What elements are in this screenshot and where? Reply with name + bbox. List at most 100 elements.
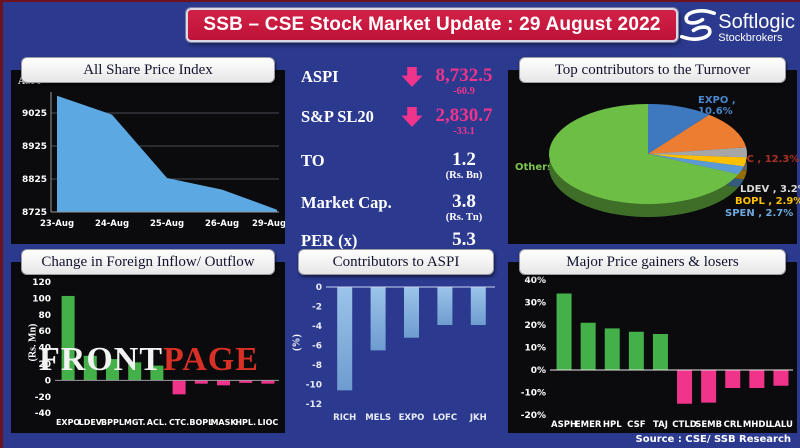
svg-text:CTLD: CTLD xyxy=(672,420,697,430)
report-title: SSB – CSE Stock Market Update : 29 Augus… xyxy=(203,14,661,35)
bar-mask xyxy=(217,380,230,386)
watermark-front: FRONT xyxy=(39,341,163,378)
svg-text:29-Aug: 29-Aug xyxy=(252,219,285,229)
pie-slice-spen xyxy=(648,154,744,175)
svg-text:-40: -40 xyxy=(35,409,51,419)
aspi-contributors-bar-chart: 0 -2 -4 -6 -8 -10 -12 RICH MELS EXPO LOFC JKH xyxy=(291,262,501,433)
svg-text:CSF: CSF xyxy=(627,420,646,430)
svg-text:-10: -10 xyxy=(306,381,322,391)
svg-text:-6: -6 xyxy=(312,342,322,352)
bar-asph xyxy=(556,293,572,370)
pie-slice-bopl xyxy=(648,154,747,167)
svg-text:MASK: MASK xyxy=(210,418,237,427)
panel-title-text: Major Price gainers & losers xyxy=(566,253,739,270)
pie-slice-ldev xyxy=(648,147,747,158)
bar-acl xyxy=(150,365,164,381)
bar-ctc xyxy=(172,380,186,395)
bar-ldev xyxy=(83,355,97,381)
svg-text:40%: 40% xyxy=(524,276,546,286)
report-title-banner: SSB – CSE Stock Market Update : 29 Augus… xyxy=(186,8,678,42)
turnover-pie-chart xyxy=(508,70,797,244)
pie-label-bopl: BOPL , 2.9% xyxy=(735,196,800,207)
svg-text:TAJ: TAJ xyxy=(653,420,668,430)
pie-slice-others xyxy=(549,104,739,204)
bar-expo xyxy=(404,287,419,338)
svg-text:CTC.: CTC. xyxy=(169,418,189,427)
stat-row-per: PER (x) 5.3 xyxy=(295,229,499,251)
svg-text:0: 0 xyxy=(45,376,51,386)
panel-gainers-losers: Major Price gainers & losers 40% 30% 20% 10… xyxy=(508,249,797,433)
stat-label: PER (x) xyxy=(301,231,358,250)
pie-label-others: Others, 59. xyxy=(515,162,579,173)
svg-text:8825: 8825 xyxy=(22,175,47,185)
source-note: Source : CSE/ SSB Research xyxy=(635,434,792,445)
pie-label-ldev: LDEV , 3.2% xyxy=(740,184,800,195)
svg-text:LALU: LALU xyxy=(769,420,793,430)
y-axis-label: (Rs. Mn) xyxy=(27,323,39,362)
frontpage-watermark: FRONTPAGE xyxy=(39,343,259,377)
svg-text:HPL.: HPL. xyxy=(235,418,256,427)
svg-text:8925: 8925 xyxy=(22,142,47,152)
svg-text:CRL: CRL xyxy=(724,420,743,430)
svg-text:LIOC: LIOC xyxy=(258,418,279,427)
svg-text:25-Aug: 25-Aug xyxy=(150,219,184,229)
stat-row-market-cap: Market Cap. 3.8 (Rs. Tn) xyxy=(295,191,499,223)
bar-csf xyxy=(628,331,644,370)
svg-text:20: 20 xyxy=(38,360,51,370)
bar-lioc xyxy=(261,380,275,384)
bar-taj xyxy=(652,334,668,370)
panel-all-share-price-index: All Share Price Index 9025 8925 8825 8725 23… xyxy=(11,57,285,244)
panel-turnover-contributors: Top contributors to the Turnover EXPO ,1… xyxy=(508,57,800,244)
svg-text:HPL: HPL xyxy=(603,420,622,430)
svg-text:ASPH: ASPH xyxy=(551,420,577,430)
stat-unit: (Rs. Bn) xyxy=(445,170,483,181)
stat-value: 1.2 xyxy=(452,149,476,170)
stat-unit: (Rs. Tn) xyxy=(445,212,483,223)
svg-text:MGT.: MGT. xyxy=(124,418,146,427)
panel-market-stats: ASPI 8,732.5 -60.9 S&P SL20 2,830.7 -33.… xyxy=(291,57,501,250)
panel-title-foreign-flow: Change in Foreign Inflow/ Outflow xyxy=(20,249,276,275)
svg-text:MHDL: MHDL xyxy=(743,420,772,430)
stat-value: 3.8 xyxy=(452,191,476,212)
svg-text:9025: 9025 xyxy=(22,109,47,119)
panel-title-text: Change in Foreign Inflow/ Outflow xyxy=(41,253,255,270)
pie-label-lioc: LIOC , 12.3% xyxy=(728,154,800,165)
bar-hpl xyxy=(239,380,253,383)
stat-row-aspi: ASPI 8,732.5 -60.9 xyxy=(295,65,499,97)
svg-text:BPPL: BPPL xyxy=(101,418,124,427)
softlogic-swoosh-icon xyxy=(678,7,718,48)
svg-text:MELS: MELS xyxy=(365,413,391,423)
stat-label: S&P SL20 xyxy=(301,107,374,126)
logo-subtitle: Stockbrokers xyxy=(718,31,783,44)
svg-text:10%: 10% xyxy=(524,344,546,354)
bar-ctld xyxy=(677,370,693,404)
svg-text:120: 120 xyxy=(32,278,51,288)
softlogic-logo: Softlogic Stockbrokers xyxy=(678,7,795,48)
down-arrow-icon xyxy=(395,65,429,93)
svg-text:EMER: EMER xyxy=(575,420,602,430)
watermark-page: PAGE xyxy=(163,341,259,378)
panel-foreign-flow: Change in Foreign Inflow/ Outflow 120 100… xyxy=(11,249,285,433)
svg-text:JKH: JKH xyxy=(469,413,487,423)
bar-mgt xyxy=(128,362,142,381)
svg-text:26-Aug: 26-Aug xyxy=(205,219,239,229)
stat-value: 8,732.5 xyxy=(435,65,493,86)
bar-semb xyxy=(701,370,717,403)
bar-mhdl xyxy=(749,370,765,388)
stat-value: 2,830.7 xyxy=(435,105,493,126)
bar-mels xyxy=(370,287,386,351)
svg-text:23-Aug: 23-Aug xyxy=(40,219,74,229)
aspi-area xyxy=(57,95,277,212)
bar-bppl xyxy=(106,359,119,381)
svg-text:-8: -8 xyxy=(312,361,322,371)
y-axis-label: (%) xyxy=(291,334,303,351)
svg-text:30%: 30% xyxy=(524,299,546,309)
svg-text:24-Aug: 24-Aug xyxy=(95,219,129,229)
svg-text:8725: 8725 xyxy=(22,208,47,218)
pie-label-layer: EXPO ,10.6% LIOC , 12.3% LDEV , 3.2%BOPL ,… xyxy=(508,57,800,244)
down-arrow-icon xyxy=(395,105,429,133)
svg-text:-4: -4 xyxy=(312,322,322,332)
svg-text:-20%: -20% xyxy=(521,411,546,421)
bar-jkh xyxy=(470,287,486,326)
stat-delta: -60.9 xyxy=(453,86,475,97)
